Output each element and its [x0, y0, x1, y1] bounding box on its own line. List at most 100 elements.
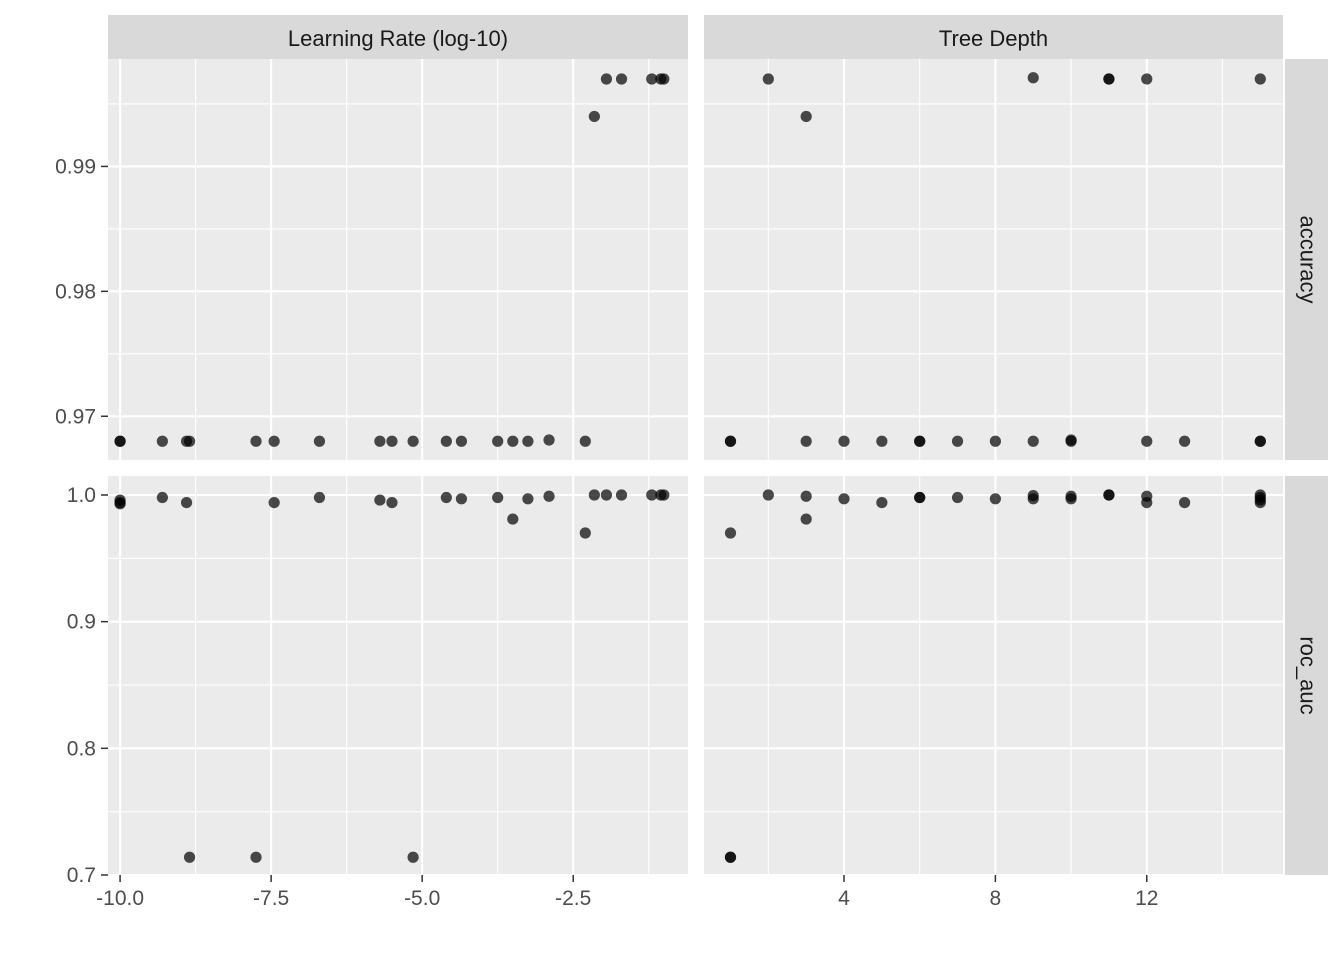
- data-point: [914, 491, 926, 504]
- data-point: [455, 435, 468, 447]
- data-point: [646, 73, 658, 85]
- facet-label-row-1: roc_auc: [1296, 636, 1321, 714]
- panel-0-0: [108, 59, 688, 460]
- panel-background: [704, 59, 1283, 460]
- data-point: [374, 435, 386, 447]
- data-point: [268, 435, 280, 447]
- data-point: [838, 435, 850, 447]
- panel-background: [108, 476, 688, 875]
- data-point: [1103, 489, 1115, 501]
- data-point: [1179, 435, 1191, 447]
- data-point: [615, 489, 628, 501]
- data-point: [724, 527, 737, 539]
- data-point: [522, 435, 534, 447]
- data-point: [455, 493, 468, 505]
- x-tick-label: -2.5: [555, 887, 591, 910]
- data-point: [313, 435, 326, 447]
- y-tick-label: 1.0: [67, 484, 96, 507]
- data-point: [183, 851, 196, 863]
- data-point: [1179, 497, 1191, 509]
- data-point: [250, 435, 262, 447]
- data-point: [588, 489, 600, 501]
- data-point: [543, 434, 555, 446]
- data-point: [313, 491, 326, 504]
- facet-label-col-0: Learning Rate (log-10): [288, 26, 508, 51]
- points-panel-1-1: [724, 489, 1266, 863]
- facet-strip-row-0: [1285, 59, 1328, 460]
- x-tick-label: 8: [990, 887, 1002, 910]
- y-tick-label: 0.9: [67, 611, 96, 634]
- panel-1-1: [704, 476, 1283, 877]
- data-point: [658, 73, 670, 85]
- panel-1-0: [108, 476, 688, 877]
- data-point: [600, 73, 613, 85]
- data-point: [374, 494, 386, 506]
- data-point: [579, 527, 591, 539]
- data-point: [114, 497, 126, 509]
- data-point: [156, 491, 168, 504]
- y-tick-label: 0.8: [67, 737, 96, 760]
- data-point: [440, 491, 452, 504]
- data-point: [1141, 73, 1153, 85]
- data-point: [989, 435, 1001, 447]
- x-tick-label: 4: [838, 887, 850, 910]
- data-point: [1254, 497, 1266, 509]
- data-point: [951, 491, 964, 504]
- data-point: [543, 490, 555, 502]
- y-tick-label: 0.97: [55, 405, 96, 428]
- data-point: [180, 497, 193, 509]
- data-point: [800, 435, 812, 447]
- data-point: [1141, 435, 1153, 447]
- data-point: [407, 435, 419, 447]
- panel-0-1: [704, 59, 1283, 460]
- data-point: [1065, 434, 1077, 446]
- data-point: [1254, 435, 1266, 447]
- data-point: [386, 435, 398, 447]
- facet-strip-row-1: [1285, 476, 1328, 875]
- y-tick-label: 0.99: [55, 155, 96, 178]
- data-point: [876, 435, 888, 447]
- data-point: [250, 851, 262, 863]
- data-point: [1103, 73, 1115, 85]
- data-point: [800, 110, 812, 123]
- data-point: [1027, 435, 1039, 447]
- data-point: [762, 73, 774, 85]
- data-point: [615, 73, 628, 85]
- data-point: [800, 490, 812, 502]
- data-point: [114, 435, 126, 447]
- x-tick-label: -5.0: [404, 887, 440, 910]
- x-tick-label: -7.5: [253, 887, 289, 910]
- x-tick-label: -10.0: [96, 887, 144, 910]
- data-point: [1065, 493, 1077, 505]
- data-point: [800, 513, 812, 525]
- points-panel-1-0: [114, 489, 670, 863]
- data-point: [1254, 73, 1266, 85]
- data-point: [588, 110, 600, 123]
- data-point: [1027, 72, 1039, 84]
- panel-background: [108, 59, 688, 460]
- data-point: [724, 435, 737, 447]
- data-point: [440, 435, 452, 447]
- data-point: [492, 435, 504, 447]
- data-point: [268, 497, 280, 509]
- data-point: [914, 435, 926, 447]
- data-point: [646, 489, 658, 501]
- data-point: [156, 435, 168, 447]
- facet-label-row-0: accuracy: [1296, 215, 1321, 303]
- data-point: [951, 435, 964, 447]
- data-point: [600, 489, 613, 501]
- panel-background: [704, 476, 1283, 875]
- facet-strip-col-1: [704, 15, 1283, 59]
- data-point: [876, 497, 888, 509]
- y-tick-label: 0.7: [67, 864, 96, 887]
- data-point: [492, 491, 504, 504]
- data-point: [658, 489, 670, 501]
- data-point: [507, 513, 519, 525]
- data-point: [838, 493, 850, 505]
- points-panel-0-1: [724, 72, 1266, 447]
- data-point: [762, 489, 774, 501]
- data-point: [522, 493, 534, 505]
- data-point: [579, 435, 591, 447]
- data-point: [989, 493, 1001, 505]
